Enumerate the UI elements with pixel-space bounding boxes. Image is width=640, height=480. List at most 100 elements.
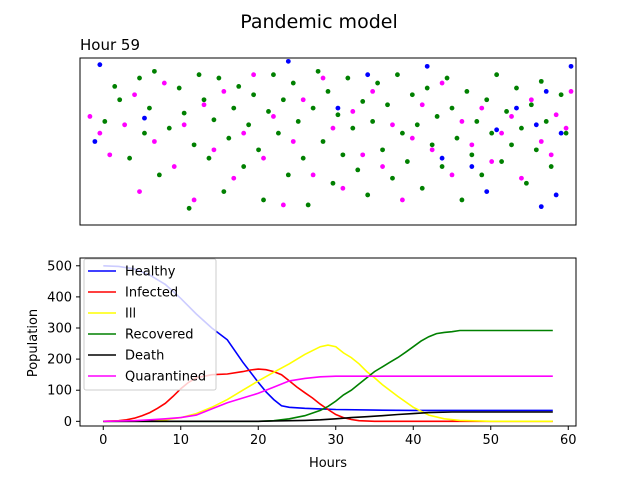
- scatter-point-magenta: [87, 114, 93, 119]
- scatter-point-green: [241, 164, 247, 169]
- scatter-point-green: [370, 119, 376, 124]
- scatter-points: [87, 58, 574, 211]
- scatter-point-magenta: [340, 185, 346, 191]
- scatter-point-green: [385, 102, 390, 108]
- figure-title: Pandemic model: [240, 11, 397, 33]
- scatter-point-green: [350, 125, 356, 131]
- scatter-point-green: [226, 135, 232, 141]
- scatter-point-green: [285, 172, 291, 178]
- scatter-point-magenta: [97, 130, 103, 136]
- y-axis-label: Population: [26, 309, 41, 377]
- scatter-point-magenta: [489, 159, 495, 164]
- scatter-point-magenta: [479, 105, 485, 111]
- scatter-point-green: [509, 142, 514, 148]
- scatter-point-green: [330, 180, 336, 186]
- scatter-point-magenta: [499, 130, 504, 136]
- x-tick-label: 20: [250, 433, 267, 448]
- scatter-point-blue: [533, 122, 539, 128]
- scatter-point-magenta: [509, 114, 514, 119]
- scatter-point-green: [474, 119, 480, 124]
- series-line-recovered: [103, 329, 553, 423]
- scatter-point-green: [206, 155, 212, 161]
- scatter-point-green: [236, 83, 242, 89]
- scatter-point-green: [127, 155, 132, 161]
- scatter-point-green: [156, 172, 162, 178]
- y-tick-label: 300: [47, 322, 72, 337]
- scatter-point-magenta: [330, 125, 336, 131]
- scatter-point-green: [211, 117, 217, 123]
- scatter-point-green: [201, 97, 207, 103]
- scatter-point-green: [449, 105, 455, 111]
- scatter-point-green: [137, 75, 142, 81]
- scatter-point-green: [409, 92, 415, 98]
- y-tick-label: 100: [47, 384, 72, 399]
- line-axes-frame: [79, 257, 577, 427]
- x-tick-label: 50: [482, 433, 499, 448]
- scatter-point-green: [176, 85, 182, 91]
- scatter-point-green: [528, 102, 534, 108]
- scatter-point-green: [459, 197, 465, 203]
- scatter-point-green: [280, 97, 286, 103]
- scatter-point-magenta: [201, 102, 207, 108]
- scatter-point-blue: [543, 89, 549, 94]
- scatter-point-green: [424, 85, 430, 91]
- scatter-point-green: [345, 75, 351, 81]
- scatter-point-magenta: [231, 175, 237, 181]
- scatter-point-blue: [553, 192, 559, 198]
- scatter-axes-frame: [79, 57, 577, 226]
- scatter-point-blue: [469, 164, 475, 169]
- scatter-point-green: [216, 75, 222, 81]
- scatter-point-green: [142, 130, 147, 136]
- scatter-point-magenta: [181, 122, 187, 128]
- scatter-point-magenta: [380, 164, 385, 169]
- scatter-point-green: [514, 85, 519, 91]
- legend-label-ill: Ill: [125, 307, 136, 322]
- scatter-point-green: [414, 122, 420, 128]
- scatter-point-magenta: [191, 197, 197, 203]
- scatter-point-green: [112, 83, 118, 89]
- scatter-point-magenta: [137, 189, 142, 195]
- scatter-point-magenta: [548, 152, 554, 158]
- scatter-point-blue: [142, 115, 147, 121]
- x-tick-label: 60: [560, 433, 577, 448]
- scatter-point-green: [231, 105, 237, 111]
- y-tick-label: 500: [47, 259, 72, 274]
- scatter-point-blue: [494, 127, 500, 133]
- scatter-point-magenta: [310, 172, 316, 178]
- scatter-point-green: [261, 197, 266, 203]
- scatter-point-green: [499, 159, 504, 164]
- scatter-point-blue: [365, 72, 371, 78]
- scatter-point-green: [315, 68, 321, 74]
- scatter-point-magenta: [152, 139, 157, 144]
- scatter-point-green: [290, 80, 296, 86]
- legend-label-infected: Infected: [125, 286, 178, 301]
- scatter-point-green: [181, 110, 187, 116]
- scatter-point-magenta: [519, 175, 524, 181]
- scatter-point-blue: [335, 105, 341, 111]
- series-line-infected: [103, 368, 553, 423]
- scatter-point-green: [102, 119, 108, 124]
- scatter-point-green: [558, 92, 564, 98]
- scatter-point-blue: [538, 204, 544, 210]
- scatter-point-green: [400, 130, 405, 136]
- scatter-point-green: [494, 72, 500, 78]
- series-line-quarantined: [103, 375, 553, 423]
- scatter-point-green: [434, 114, 440, 119]
- scatter-point-blue: [439, 155, 445, 161]
- scatter-point-green: [340, 152, 346, 158]
- scatter-point-green: [365, 192, 371, 198]
- scatter-point-magenta: [409, 135, 415, 141]
- scatter-point-magenta: [251, 72, 256, 78]
- legend-label-death: Death: [125, 349, 164, 364]
- scatter-point-green: [429, 142, 435, 148]
- scatter-point-green: [221, 189, 227, 195]
- scatter-point-magenta: [320, 75, 326, 81]
- scatter-point-green: [439, 164, 445, 169]
- y-tick-label: 200: [47, 353, 72, 368]
- legend-label-recovered: Recovered: [125, 328, 194, 343]
- legend-box: [83, 258, 217, 391]
- x-tick-label: 0: [99, 433, 107, 448]
- series-line-ill: [103, 344, 553, 423]
- scatter-title: Hour 59: [80, 36, 140, 54]
- scatter-point-magenta: [122, 122, 128, 128]
